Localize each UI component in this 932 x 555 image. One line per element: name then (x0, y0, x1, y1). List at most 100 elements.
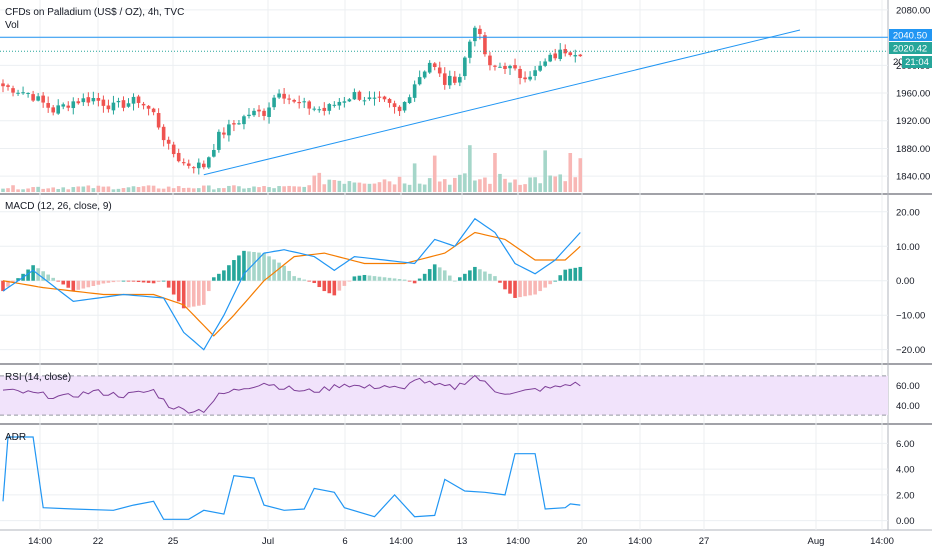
candle-body[interactable] (16, 92, 20, 94)
candle-body[interactable] (217, 131, 221, 150)
rsi-line[interactable] (2, 374, 581, 414)
adr-line[interactable] (2, 436, 581, 520)
candle-body[interactable] (232, 123, 236, 125)
candle-body[interactable] (36, 96, 40, 101)
candle-body[interactable] (578, 54, 583, 57)
candle-body[interactable] (131, 96, 136, 104)
candle-body[interactable] (508, 65, 512, 69)
candle-body[interactable] (322, 107, 327, 111)
candle-body[interactable] (473, 27, 477, 42)
candle-body[interactable] (377, 96, 382, 98)
candle-body[interactable] (563, 49, 568, 54)
candle-body[interactable] (156, 113, 161, 128)
adr-pane[interactable] (2, 436, 581, 520)
candle-body[interactable] (347, 99, 352, 102)
candle-body[interactable] (498, 66, 502, 68)
candle-body[interactable] (327, 104, 332, 111)
candle-body[interactable] (76, 101, 81, 104)
candle-body[interactable] (297, 102, 301, 104)
candle-body[interactable] (181, 162, 186, 164)
candle-body[interactable] (387, 98, 392, 103)
candle-body[interactable] (146, 105, 151, 109)
candle-body[interactable] (442, 73, 447, 85)
candle-body[interactable] (252, 110, 256, 116)
candle-body[interactable] (161, 126, 166, 141)
candle-body[interactable] (447, 75, 452, 86)
candle-body[interactable] (207, 157, 211, 168)
candle-body[interactable] (267, 107, 271, 117)
candle-body[interactable] (458, 77, 462, 83)
candle-body[interactable] (191, 167, 196, 169)
candle-body[interactable] (111, 102, 116, 111)
support-trendline[interactable] (203, 29, 801, 176)
candle-body[interactable] (186, 163, 191, 166)
candle-body[interactable] (392, 103, 397, 108)
candle-body[interactable] (151, 108, 156, 113)
candle-body[interactable] (116, 100, 121, 103)
candle-body[interactable] (342, 101, 347, 103)
candle-body[interactable] (553, 53, 557, 59)
candle-body[interactable] (307, 101, 312, 109)
candle-body[interactable] (417, 77, 422, 85)
candle-body[interactable] (513, 65, 517, 69)
candle-body[interactable] (26, 92, 30, 94)
candle-body[interactable] (121, 100, 126, 108)
candle-body[interactable] (332, 104, 337, 106)
candle-body[interactable] (493, 65, 497, 67)
candle-body[interactable] (257, 109, 261, 112)
candle-body[interactable] (166, 139, 171, 144)
candle-body[interactable] (402, 101, 407, 111)
candle-body[interactable] (478, 28, 482, 35)
candle-body[interactable] (468, 41, 472, 58)
candle-body[interactable] (352, 92, 357, 100)
candle-body[interactable] (302, 101, 306, 103)
candle-body[interactable] (141, 103, 146, 106)
candle-body[interactable] (101, 99, 106, 106)
candle-body[interactable] (533, 70, 537, 76)
candle-body[interactable] (222, 132, 226, 135)
candle-body[interactable] (427, 62, 432, 73)
candle-body[interactable] (272, 97, 276, 108)
candle-body[interactable] (538, 65, 542, 71)
candle-body[interactable] (136, 96, 141, 103)
candle-body[interactable] (337, 101, 342, 106)
candle-body[interactable] (568, 52, 573, 56)
candle-body[interactable] (41, 95, 45, 103)
candle-body[interactable] (407, 97, 412, 104)
candle-body[interactable] (312, 108, 317, 110)
macd-line[interactable] (2, 217, 581, 351)
candle-body[interactable] (287, 98, 291, 100)
candle-body[interactable] (292, 99, 296, 102)
candle-body[interactable] (463, 57, 467, 77)
candle-body[interactable] (176, 152, 181, 162)
candle-body[interactable] (453, 76, 457, 83)
candle-body[interactable] (317, 109, 322, 111)
rsi-pane[interactable] (2, 374, 581, 414)
candle-body[interactable] (412, 84, 417, 98)
candle-body[interactable] (362, 100, 367, 102)
candle-body[interactable] (202, 163, 206, 168)
candle-body[interactable] (357, 91, 362, 100)
candle-body[interactable] (503, 65, 507, 69)
candle-body[interactable] (483, 35, 487, 55)
candle-body[interactable] (237, 123, 241, 125)
candle-body[interactable] (262, 110, 266, 116)
candle-body[interactable] (247, 114, 251, 117)
candle-body[interactable] (367, 97, 372, 100)
candle-body[interactable] (212, 149, 216, 157)
candle-body[interactable] (543, 61, 547, 66)
candle-body[interactable] (96, 97, 101, 101)
candle-body[interactable] (6, 85, 10, 87)
candle-body[interactable] (126, 103, 131, 107)
candle-body[interactable] (488, 55, 492, 66)
candle-body[interactable] (81, 98, 86, 103)
candle-body[interactable] (171, 144, 176, 155)
candle-body[interactable] (573, 55, 578, 57)
candle-body[interactable] (106, 105, 111, 110)
candle-body[interactable] (71, 101, 76, 109)
candle-body[interactable] (91, 97, 96, 102)
candle-body[interactable] (528, 76, 532, 80)
candle-body[interactable] (437, 67, 442, 74)
candle-body[interactable] (282, 93, 286, 99)
price-pane[interactable] (0, 25, 888, 176)
